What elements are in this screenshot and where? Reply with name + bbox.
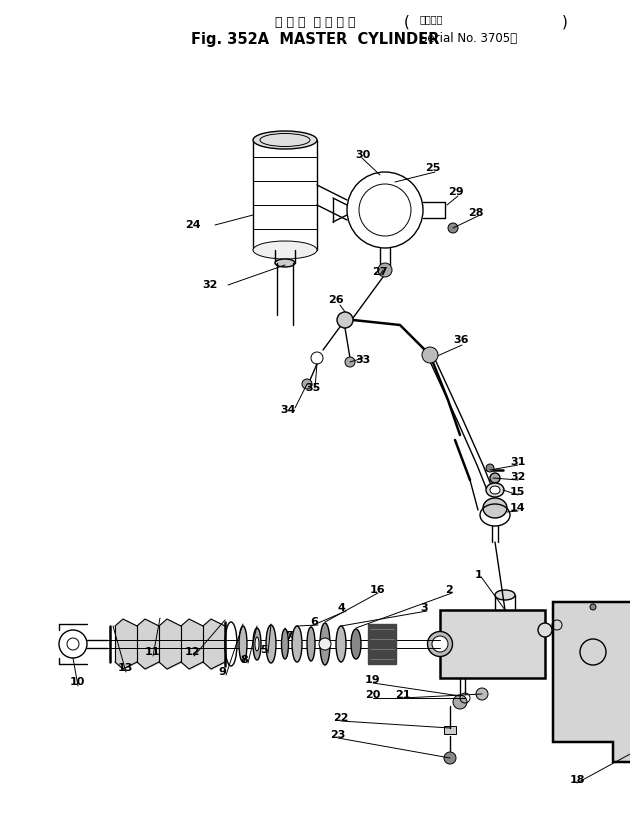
Circle shape bbox=[453, 695, 467, 709]
Text: 29: 29 bbox=[448, 187, 464, 197]
Ellipse shape bbox=[266, 625, 276, 663]
Ellipse shape bbox=[253, 628, 261, 660]
Text: 2: 2 bbox=[445, 585, 453, 595]
Text: 23: 23 bbox=[330, 730, 345, 740]
Text: 36: 36 bbox=[453, 335, 469, 345]
Text: 6: 6 bbox=[310, 617, 318, 627]
Text: 18: 18 bbox=[570, 775, 585, 785]
Text: Serial No. 3705～: Serial No. 3705～ bbox=[420, 32, 517, 45]
Ellipse shape bbox=[253, 131, 317, 149]
Circle shape bbox=[444, 752, 456, 764]
Text: 25: 25 bbox=[425, 163, 440, 173]
Text: 15: 15 bbox=[510, 487, 525, 497]
Circle shape bbox=[302, 379, 312, 389]
FancyBboxPatch shape bbox=[444, 726, 456, 734]
Ellipse shape bbox=[239, 626, 247, 662]
Ellipse shape bbox=[351, 629, 361, 659]
Text: 3: 3 bbox=[420, 603, 428, 613]
Circle shape bbox=[448, 223, 458, 233]
Text: 19: 19 bbox=[365, 675, 381, 685]
Text: ): ) bbox=[562, 14, 568, 29]
Text: Fig. 352A  MASTER  CYLINDER: Fig. 352A MASTER CYLINDER bbox=[191, 32, 439, 47]
Text: 9: 9 bbox=[218, 667, 226, 677]
Text: 33: 33 bbox=[355, 355, 370, 365]
Ellipse shape bbox=[336, 626, 346, 662]
Polygon shape bbox=[553, 602, 630, 762]
Circle shape bbox=[486, 464, 494, 472]
Ellipse shape bbox=[432, 636, 448, 652]
Text: 30: 30 bbox=[355, 150, 370, 160]
Text: 4: 4 bbox=[338, 603, 346, 613]
Ellipse shape bbox=[255, 637, 259, 651]
Text: 8: 8 bbox=[240, 655, 248, 665]
Text: 35: 35 bbox=[305, 383, 320, 393]
Circle shape bbox=[422, 347, 438, 363]
Text: 32: 32 bbox=[202, 280, 217, 290]
Circle shape bbox=[490, 473, 500, 483]
FancyBboxPatch shape bbox=[440, 610, 545, 678]
Text: 適用号機: 適用号機 bbox=[420, 14, 444, 24]
Ellipse shape bbox=[282, 629, 289, 659]
Text: 7: 7 bbox=[285, 631, 293, 641]
Ellipse shape bbox=[292, 626, 302, 662]
Ellipse shape bbox=[483, 498, 507, 518]
Text: 28: 28 bbox=[468, 208, 483, 218]
Text: 12: 12 bbox=[185, 647, 200, 657]
Text: マ ス タ  シ リ ン ダ: マ ス タ シ リ ン ダ bbox=[275, 16, 355, 29]
Text: 20: 20 bbox=[365, 690, 381, 700]
Circle shape bbox=[337, 312, 353, 328]
Text: 10: 10 bbox=[70, 677, 86, 687]
Circle shape bbox=[345, 357, 355, 367]
Text: 21: 21 bbox=[395, 690, 411, 700]
Text: 11: 11 bbox=[145, 647, 161, 657]
Text: 34: 34 bbox=[280, 405, 295, 415]
Ellipse shape bbox=[253, 241, 317, 259]
Ellipse shape bbox=[495, 590, 515, 600]
Circle shape bbox=[319, 638, 331, 650]
Ellipse shape bbox=[428, 632, 452, 657]
Text: 27: 27 bbox=[372, 267, 387, 277]
Text: 31: 31 bbox=[510, 457, 525, 467]
Ellipse shape bbox=[275, 259, 295, 267]
Text: 26: 26 bbox=[328, 295, 343, 305]
Circle shape bbox=[378, 263, 392, 277]
Text: 14: 14 bbox=[510, 503, 525, 513]
Text: 13: 13 bbox=[118, 663, 134, 673]
Circle shape bbox=[476, 688, 488, 700]
Ellipse shape bbox=[320, 623, 330, 665]
Text: (: ( bbox=[404, 14, 410, 29]
Text: 24: 24 bbox=[185, 220, 200, 230]
Text: 16: 16 bbox=[370, 585, 386, 595]
Ellipse shape bbox=[490, 486, 500, 494]
Ellipse shape bbox=[486, 483, 504, 497]
Text: 1: 1 bbox=[475, 570, 483, 580]
Text: 5: 5 bbox=[260, 645, 268, 655]
Ellipse shape bbox=[538, 623, 552, 637]
Text: 22: 22 bbox=[333, 713, 348, 723]
Circle shape bbox=[590, 604, 596, 610]
Polygon shape bbox=[368, 624, 396, 664]
Ellipse shape bbox=[307, 627, 315, 661]
Text: 32: 32 bbox=[510, 472, 525, 482]
